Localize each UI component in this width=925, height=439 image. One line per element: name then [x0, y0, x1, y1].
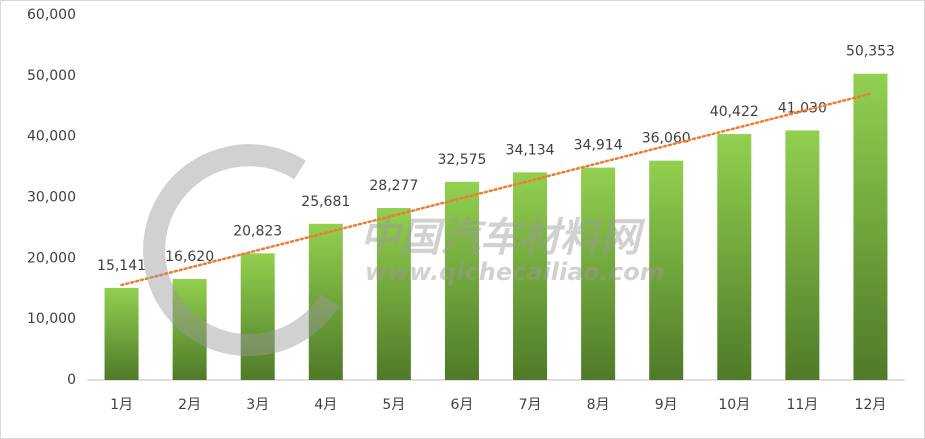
y-tick-label: 30,000 [27, 190, 76, 206]
bar [785, 130, 820, 380]
data-label: 32,575 [437, 152, 486, 168]
data-label: 40,422 [710, 104, 759, 120]
x-tick-label: 2月 [178, 397, 201, 413]
bar [649, 160, 684, 380]
watermark-url: www.qichecailiao.com [365, 258, 665, 286]
bar [853, 73, 888, 380]
watermark: 中国汽车材料网 www.qichecailiao.com [143, 144, 665, 357]
y-tick-label: 10,000 [27, 311, 76, 327]
x-tick-label: 9月 [655, 397, 678, 413]
x-tick-label: 12月 [855, 397, 887, 413]
x-tick-label: 3月 [246, 397, 269, 413]
watermark-logo [143, 144, 340, 357]
data-label: 50,353 [846, 44, 895, 60]
y-tick-label: 60,000 [27, 7, 76, 23]
x-tick-label: 11月 [786, 397, 818, 413]
x-tick-label: 8月 [587, 397, 610, 413]
trendline [120, 92, 872, 287]
data-label: 28,277 [369, 178, 418, 194]
data-label: 36,060 [642, 131, 691, 147]
data-label: 16,620 [165, 249, 214, 265]
x-tick-label: 6月 [450, 397, 473, 413]
watermark-text: 中国汽车材料网 [360, 215, 646, 261]
x-tick-label: 7月 [519, 397, 542, 413]
y-tick-label: 20,000 [27, 250, 76, 266]
y-tick-label: 50,000 [27, 68, 76, 84]
bar [308, 223, 343, 380]
x-tick-label: 4月 [314, 397, 337, 413]
y-tick-label: 40,000 [27, 129, 76, 145]
x-tick-label: 1月 [110, 397, 133, 413]
y-tick-label: 0 [67, 372, 76, 388]
data-label: 41,030 [778, 100, 827, 116]
data-label: 25,681 [301, 194, 350, 210]
bar [240, 253, 275, 380]
bar [513, 172, 548, 380]
x-tick-label: 5月 [382, 397, 405, 413]
bar [581, 167, 616, 380]
bar [717, 134, 752, 380]
bar [444, 181, 479, 380]
data-label: 20,823 [233, 223, 282, 239]
data-label: 15,141 [97, 258, 146, 274]
x-tick-label: 10月 [718, 397, 750, 413]
bar [172, 278, 207, 380]
data-label: 34,134 [506, 142, 555, 158]
data-label: 34,914 [574, 138, 623, 154]
bar [376, 207, 411, 380]
bar [104, 287, 139, 380]
